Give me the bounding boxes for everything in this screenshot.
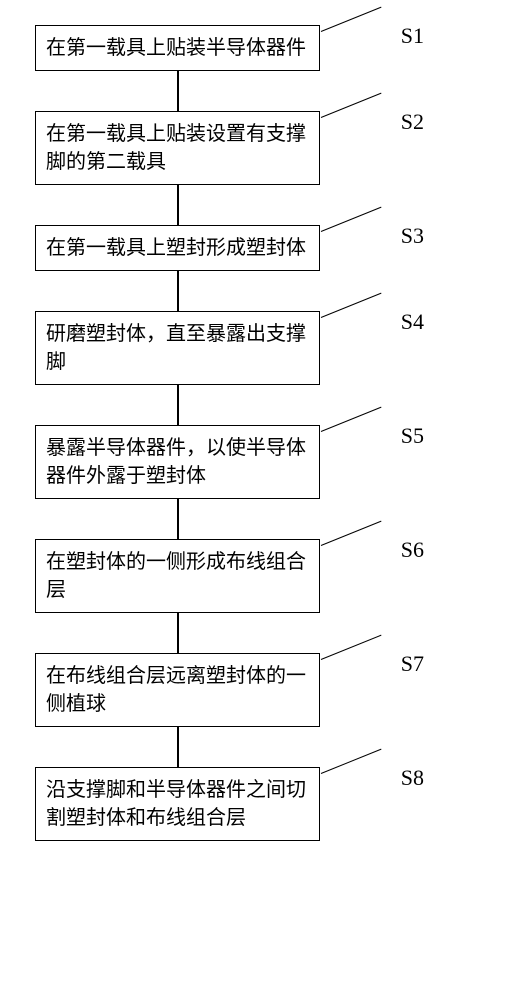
callout-line	[321, 7, 382, 32]
step-label: S2	[401, 107, 424, 138]
callout-line	[321, 749, 382, 774]
step-text: 在塑封体的一侧形成布线组合层	[46, 548, 309, 604]
callout-line	[321, 635, 382, 660]
step-box-s1: S1 在第一载具上贴装半导体器件	[35, 25, 320, 71]
connector	[177, 727, 179, 767]
step-text: 暴露半导体器件，以使半导体器件外露于塑封体	[46, 434, 309, 490]
callout-line	[321, 521, 382, 546]
callout-line	[321, 207, 382, 232]
step-box-s8: S8 沿支撑脚和半导体器件之间切割塑封体和布线组合层	[35, 767, 320, 841]
connector	[177, 271, 179, 311]
step-label: S7	[401, 649, 424, 680]
step-text: 在第一载具上塑封形成塑封体	[46, 234, 309, 262]
step-text: 在布线组合层远离塑封体的一侧植球	[46, 662, 309, 718]
step-label: S5	[401, 421, 424, 452]
step-box-s3: S3 在第一载具上塑封形成塑封体	[35, 225, 320, 271]
step-box-s6: S6 在塑封体的一侧形成布线组合层	[35, 539, 320, 613]
step-box-s4: S4 研磨塑封体，直至暴露出支撑脚	[35, 311, 320, 385]
step-text: 在第一载具上贴装设置有支撑脚的第二载具	[46, 120, 309, 176]
step-box-s2: S2 在第一载具上贴装设置有支撑脚的第二载具	[35, 111, 320, 185]
connector	[177, 385, 179, 425]
step-text: 沿支撑脚和半导体器件之间切割塑封体和布线组合层	[46, 776, 309, 832]
step-label: S8	[401, 763, 424, 794]
callout-line	[321, 407, 382, 432]
callout-line	[321, 293, 382, 318]
step-box-s5: S5 暴露半导体器件，以使半导体器件外露于塑封体	[35, 425, 320, 499]
connector	[177, 71, 179, 111]
connector	[177, 499, 179, 539]
connector	[177, 185, 179, 225]
step-text: 在第一载具上贴装半导体器件	[46, 34, 309, 62]
step-label: S1	[401, 21, 424, 52]
step-label: S3	[401, 221, 424, 252]
step-text: 研磨塑封体，直至暴露出支撑脚	[46, 320, 309, 376]
flowchart-container: S1 在第一载具上贴装半导体器件 S2 在第一载具上贴装设置有支撑脚的第二载具 …	[35, 25, 320, 841]
connector	[177, 613, 179, 653]
step-label: S6	[401, 535, 424, 566]
step-label: S4	[401, 307, 424, 338]
callout-line	[321, 93, 382, 118]
step-box-s7: S7 在布线组合层远离塑封体的一侧植球	[35, 653, 320, 727]
